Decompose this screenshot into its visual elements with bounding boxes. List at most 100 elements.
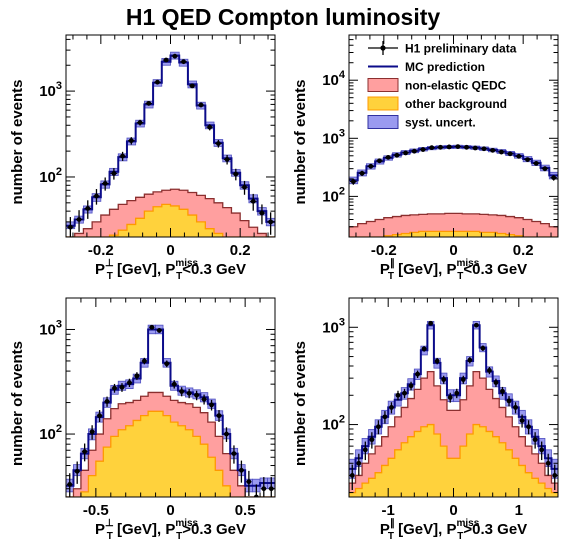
x-axis-label-sup2: miss: [456, 518, 479, 529]
data-point: [155, 79, 160, 85]
data-point: [375, 424, 381, 430]
x-axis-label-rest: [GeV], P: [113, 521, 176, 538]
data-point: [89, 429, 95, 435]
y-axis-label: number of events: [9, 79, 26, 204]
data-point: [215, 141, 221, 146]
legend-item-bg: other background: [367, 96, 507, 111]
data-point: [481, 146, 487, 152]
data-point: [94, 193, 99, 199]
data-point: [179, 389, 185, 394]
y-tick-label: 102: [322, 185, 345, 205]
x-axis-label-sub2: T: [457, 531, 463, 542]
y-tick-label: 103: [39, 80, 62, 100]
x-axis-label-sup2: miss: [456, 258, 479, 269]
x-axis-label: P⊥ T [GeV], Pmiss T>0.3 GeV: [95, 518, 246, 542]
data-point: [490, 147, 496, 153]
data-point: [111, 171, 117, 176]
data-point: [207, 124, 213, 130]
data-point: [209, 402, 214, 408]
x-axis-label: P∥ T [GeV], Pmiss T>0.3 GeV: [380, 518, 527, 542]
x-axis-label-main: P: [95, 521, 105, 538]
y-axis-label: number of events: [292, 79, 309, 204]
data-point: [467, 357, 473, 363]
x-axis-label-sub2: T: [176, 271, 182, 282]
data-point: [507, 151, 513, 157]
data-point: [239, 467, 244, 473]
data-point: [163, 57, 169, 63]
data-point: [368, 163, 374, 169]
data-point: [186, 390, 192, 396]
data-point: [545, 460, 551, 466]
x-axis-label-cut: <0.3 GeV: [182, 261, 246, 278]
x-tick-label: 0: [166, 242, 174, 259]
x-axis-label-sub2: T: [176, 531, 182, 542]
data-point: [156, 327, 162, 333]
data-point: [369, 437, 375, 443]
data-point: [164, 361, 170, 367]
data-point: [446, 144, 452, 150]
data-point: [493, 380, 499, 385]
data-point: [194, 392, 200, 398]
data-point: [498, 149, 504, 155]
data-point: [516, 153, 522, 159]
data-point: [460, 377, 466, 382]
data-point: [441, 377, 447, 382]
data-point: [356, 460, 362, 466]
data-point: [525, 157, 530, 162]
data-point: [382, 414, 388, 420]
data-point: [119, 384, 125, 390]
data-point: [97, 413, 102, 419]
x-tick-label: 0.2: [513, 242, 534, 259]
data-point: [146, 100, 152, 106]
panel-3: -0.5 0 0.5 102 103 number of events P⊥ T [GeV],…: [9, 297, 276, 542]
x-axis-label-sup: ⊥: [105, 518, 114, 529]
data-point: [74, 468, 80, 474]
data-point: [224, 157, 230, 162]
data-point: [76, 217, 82, 222]
data-point: [421, 346, 427, 352]
x-axis-label-main: P: [380, 261, 390, 278]
x-tick-label: -0.5: [83, 502, 109, 519]
figure-title: H1 QED Compton luminosity: [126, 4, 441, 30]
legend-syst-swatch: [367, 115, 399, 129]
legend-label: syst. uncert.: [405, 116, 476, 130]
data-point: [85, 206, 91, 211]
data-point: [350, 179, 356, 184]
data-point: [198, 102, 204, 108]
x-tick-label: 0: [449, 502, 457, 519]
data-point: [261, 486, 267, 492]
y-tick-label: 102: [39, 166, 62, 186]
data-point: [513, 405, 518, 410]
legend-data-marker: [380, 45, 386, 51]
plot-area: [349, 144, 558, 237]
x-axis-label-sup2: miss: [175, 518, 198, 529]
data-point: [428, 320, 434, 326]
plot-area: [66, 51, 275, 237]
data-point: [231, 451, 237, 457]
data-point: [420, 147, 426, 152]
legend-bg-swatch: [367, 96, 399, 111]
x-tick-label: -1: [382, 502, 395, 519]
data-point: [112, 385, 117, 391]
data-point: [233, 171, 239, 177]
y-axis-label: number of events: [292, 341, 309, 466]
data-point: [506, 398, 512, 404]
data-point: [189, 83, 195, 89]
legend-label: other background: [405, 97, 507, 111]
background-histogram: [66, 410, 275, 497]
data-point: [172, 53, 178, 59]
x-axis-label-sub: T: [107, 531, 113, 542]
data-point: [253, 494, 259, 497]
data-point: [137, 120, 143, 125]
legend-label: H1 preliminary data: [405, 42, 517, 56]
x-axis-label-rest: [GeV], P: [113, 261, 176, 278]
legend-label: MC prediction: [405, 60, 485, 74]
data-point: [473, 322, 479, 328]
data-point: [120, 153, 126, 159]
x-axis-label-sub: T: [388, 271, 394, 282]
data-point: [403, 150, 409, 156]
data-point: [82, 449, 88, 454]
data-point: [455, 144, 461, 149]
